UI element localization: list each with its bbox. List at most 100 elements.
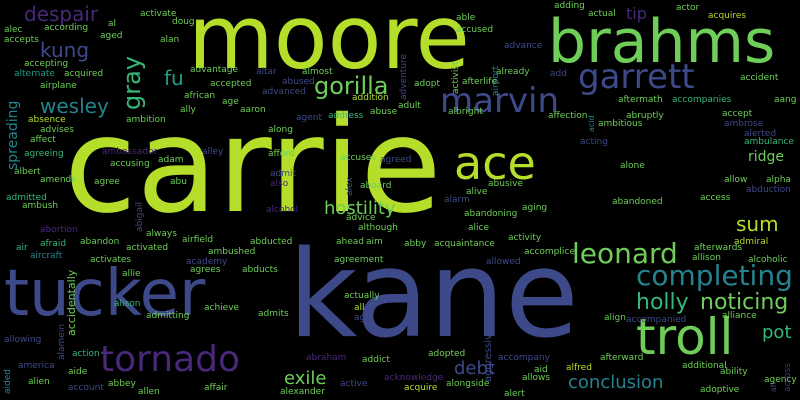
word-allowed: allowed xyxy=(486,257,521,267)
word-abu: abu xyxy=(170,177,187,187)
word-accompany: accompany xyxy=(498,353,550,363)
word-actually: actually xyxy=(344,291,380,301)
word-alliance: alliance xyxy=(722,311,757,321)
word-activated: activated xyxy=(126,243,169,253)
word-pot: pot xyxy=(762,322,792,343)
word-allowing: allowing xyxy=(4,335,42,345)
word-troll: troll xyxy=(636,308,734,366)
word-gray: gray xyxy=(118,55,146,110)
word-ambushed: ambushed xyxy=(208,247,256,257)
word-abandoning: abandoning xyxy=(464,209,518,219)
word-abusive: abusive xyxy=(488,179,523,189)
word-absence: absence xyxy=(28,115,66,125)
word-amends: amends xyxy=(40,175,76,185)
word-airplane: airplane xyxy=(40,81,77,91)
word-acknowledge: acknowledge xyxy=(384,373,444,383)
word-aang: aang xyxy=(774,95,797,105)
word-adam: adam xyxy=(158,155,184,165)
word-adding: adding xyxy=(554,1,585,11)
word-activates: activates xyxy=(90,255,132,265)
word-agent: agent xyxy=(296,113,322,123)
word-afterwards: afterwards xyxy=(694,243,743,253)
word-ambrose: ambrose xyxy=(724,119,764,129)
word-alcoholic: alcoholic xyxy=(748,255,788,265)
word-aftermath: aftermath xyxy=(618,95,663,105)
word-abducted: abducted xyxy=(250,237,293,247)
word-alongside: alongside xyxy=(446,379,490,389)
word-abruptly: abruptly xyxy=(626,111,664,121)
word-alone: alone xyxy=(620,161,645,171)
word-afford: afford xyxy=(268,149,295,159)
word-tip: tip xyxy=(626,4,647,23)
word-afraid: afraid xyxy=(40,239,67,249)
word-adult: adult xyxy=(398,101,421,111)
word-add: add xyxy=(550,69,567,79)
word-spreading: spreading xyxy=(5,100,21,170)
word-accepts: accepts xyxy=(4,35,39,45)
word-advantage: advantage xyxy=(190,65,239,75)
word-abandon: abandon xyxy=(80,237,120,247)
word-airfield: airfield xyxy=(182,235,214,245)
word-allow: allow xyxy=(724,175,748,185)
word-allison: allison xyxy=(692,253,721,263)
word-activity: activity xyxy=(508,233,542,243)
word-ability: ability xyxy=(720,367,748,377)
word-aided: aided xyxy=(3,369,13,394)
word-affection: affection xyxy=(548,111,588,121)
word-alarm: alarm xyxy=(444,195,470,205)
word-aaron: aaron xyxy=(240,105,266,115)
word-abduction: abduction xyxy=(746,185,791,195)
word-aggressive: aggressive xyxy=(483,327,494,382)
word-achieve: achieve xyxy=(204,303,240,313)
word-aging: aging xyxy=(522,203,548,213)
word-acquires: acquires xyxy=(708,11,747,21)
word-wesley: wesley xyxy=(40,94,109,118)
word-afterlife: afterlife xyxy=(462,77,497,87)
word-sum: sum xyxy=(736,212,779,236)
word-agree: agree xyxy=(94,177,120,187)
word-address: address xyxy=(328,111,364,121)
word-air: air xyxy=(16,243,28,253)
word-ahead: ahead xyxy=(336,237,364,247)
word-agreed: agreed xyxy=(380,155,412,165)
word-aged: aged xyxy=(100,31,123,41)
word-al: al xyxy=(108,19,117,29)
word-aide: aide xyxy=(68,367,88,377)
word-ago: ago xyxy=(354,313,371,323)
word-adventure: adventure xyxy=(399,53,409,100)
word-marvin: marvin xyxy=(440,81,560,121)
word-actor: actor xyxy=(676,3,700,13)
word-kane: kane xyxy=(288,226,579,365)
word-acting: acting xyxy=(580,137,608,147)
word-hostility: hostility xyxy=(324,198,396,219)
word-abuse: abuse xyxy=(370,107,398,117)
word-abigail: abigail xyxy=(135,202,145,232)
word-already: already xyxy=(496,67,530,77)
word-abused: abused xyxy=(282,77,315,87)
word-garrett: garrett xyxy=(578,57,695,97)
word-although: although xyxy=(358,223,398,233)
word-noticing: noticing xyxy=(700,290,789,315)
word-acquire: acquire xyxy=(404,383,438,393)
word-abraham: abraham xyxy=(306,353,347,363)
word-active: active xyxy=(340,379,368,389)
word-altar: altar xyxy=(256,67,277,77)
word-alan: alan xyxy=(160,35,180,45)
word-ambassador: ambassador xyxy=(102,147,158,157)
word-alec: alec xyxy=(4,25,23,35)
word-accept: accept xyxy=(722,109,753,119)
word-affair: affair xyxy=(204,383,228,393)
word-america: america xyxy=(18,361,55,371)
word-abortion: abortion xyxy=(40,225,78,235)
word-alcohol: alcohol xyxy=(266,205,299,215)
word-aboard: aboard xyxy=(360,181,392,191)
word-accepted: accepted xyxy=(210,79,252,89)
word-aircraft: aircraft xyxy=(30,251,63,261)
word-abbey: abbey xyxy=(108,379,136,389)
word-acid: acid xyxy=(587,115,596,132)
word-all: all xyxy=(354,303,365,313)
word-adoptive: adoptive xyxy=(700,385,740,395)
word-acquired: acquired xyxy=(64,69,104,79)
word-addition: addition xyxy=(352,93,389,103)
word-agreement: agreement xyxy=(334,255,384,265)
